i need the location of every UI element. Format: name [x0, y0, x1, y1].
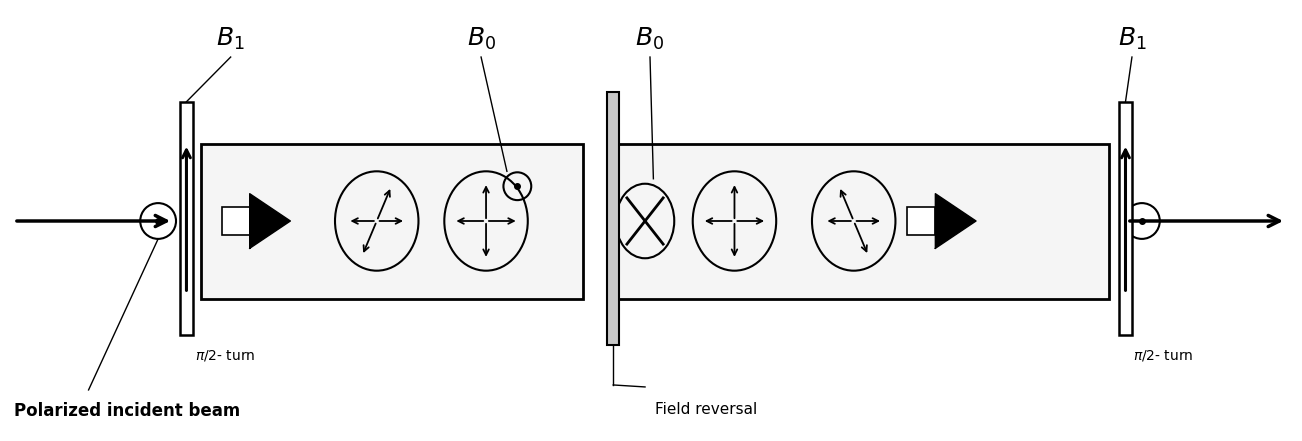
Text: $B_1$: $B_1$ — [216, 26, 245, 52]
Text: $B_0$: $B_0$ — [466, 26, 496, 52]
Text: $B_1$: $B_1$ — [1117, 26, 1146, 52]
Polygon shape — [250, 194, 290, 248]
Text: Polarized incident beam: Polarized incident beam — [14, 402, 241, 420]
Bar — [1118, 102, 1131, 335]
Bar — [180, 102, 193, 335]
Text: $\pi$/2- turn: $\pi$/2- turn — [1133, 348, 1193, 363]
Bar — [607, 92, 620, 345]
Bar — [201, 145, 583, 299]
Text: $B_0$: $B_0$ — [635, 26, 664, 52]
Polygon shape — [935, 194, 976, 248]
Text: $\pi$/2- turn: $\pi$/2- turn — [195, 348, 255, 363]
Bar — [221, 207, 250, 235]
Bar — [907, 207, 935, 235]
Bar — [617, 145, 1109, 299]
Text: Field reversal: Field reversal — [655, 402, 758, 417]
